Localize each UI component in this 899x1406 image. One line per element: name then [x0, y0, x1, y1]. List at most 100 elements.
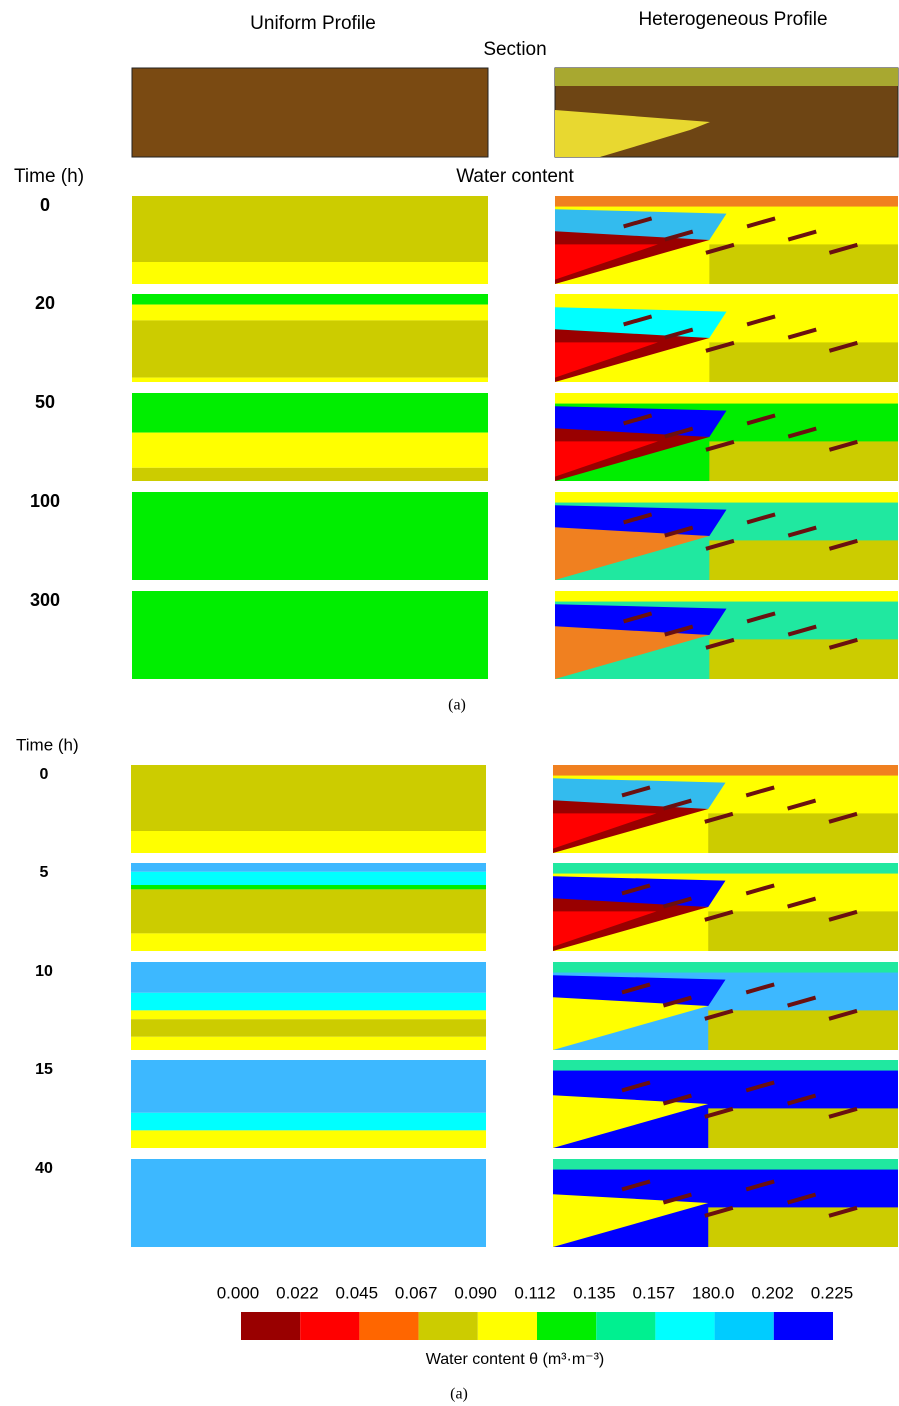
band — [131, 1036, 486, 1050]
lens — [828, 1106, 858, 1119]
band — [131, 933, 486, 951]
time-value: 5 — [40, 864, 49, 881]
lens — [662, 798, 692, 811]
section-heterogeneous — [554, 67, 899, 158]
band — [131, 1112, 486, 1131]
band — [132, 591, 488, 679]
time-value: 50 — [35, 392, 55, 412]
lens — [787, 624, 817, 637]
lens — [705, 242, 735, 255]
band — [132, 262, 488, 284]
lens — [787, 525, 817, 538]
band — [131, 1010, 486, 1020]
band — [555, 342, 658, 378]
band — [131, 831, 486, 853]
lens — [621, 785, 651, 798]
band — [709, 639, 898, 679]
colorbar-swatch — [300, 1312, 360, 1340]
lens — [828, 1205, 858, 1218]
time-value: 40 — [35, 1160, 53, 1177]
time-label: Time (h) — [14, 166, 84, 187]
band — [553, 1060, 898, 1071]
lens — [828, 909, 858, 922]
colorbar-tick: 180.0 — [692, 1283, 735, 1302]
uniform-panel — [132, 393, 488, 481]
time-value: 0 — [40, 195, 50, 215]
band — [131, 871, 486, 885]
heterogeneous-panel — [553, 1060, 898, 1148]
header: Uniform Profile — [250, 13, 376, 34]
lens — [662, 896, 692, 909]
header: Section — [483, 39, 546, 60]
lens — [787, 229, 817, 242]
lens — [745, 883, 775, 896]
lens — [828, 242, 858, 255]
heterogeneous-panel — [555, 591, 898, 679]
band — [131, 765, 486, 831]
lens — [705, 439, 735, 452]
lens — [746, 413, 776, 426]
lens — [828, 637, 858, 650]
band — [709, 342, 898, 382]
uniform-panel — [131, 1060, 486, 1148]
band — [553, 1095, 709, 1148]
lens — [704, 811, 734, 824]
band — [553, 1159, 898, 1170]
lens — [705, 637, 735, 650]
lens — [705, 340, 735, 353]
uniform-panel — [132, 591, 488, 679]
band — [132, 432, 488, 468]
band — [555, 540, 658, 576]
heterogeneous-panel — [553, 962, 898, 1050]
band — [131, 1159, 486, 1247]
band — [132, 377, 488, 382]
lens — [828, 811, 858, 824]
band — [131, 1130, 486, 1148]
lens — [623, 216, 653, 229]
lens — [746, 314, 776, 327]
band — [553, 1108, 657, 1144]
band — [132, 320, 488, 378]
band — [132, 492, 488, 580]
uniform-panel — [131, 1159, 486, 1247]
band — [708, 1010, 898, 1050]
lens — [621, 1080, 651, 1093]
lens — [704, 1205, 734, 1218]
band — [132, 196, 488, 262]
colorbar-swatch — [241, 1312, 301, 1340]
lens — [623, 512, 653, 525]
band — [131, 992, 486, 1011]
lens — [662, 1093, 692, 1106]
colorbar-tick: 0.000 — [217, 1283, 260, 1302]
heterogeneous-panel — [553, 765, 898, 853]
colorbar-swatch — [537, 1312, 597, 1340]
time-value: 20 — [35, 293, 55, 313]
lens — [621, 1179, 651, 1192]
band — [132, 294, 488, 305]
colorbar-label: Water content θ (m³·m⁻³) — [426, 1351, 605, 1368]
heterogeneous-panel — [553, 1159, 898, 1247]
band — [708, 911, 898, 951]
band — [555, 441, 658, 477]
time-label: Time (h) — [16, 735, 79, 754]
lens — [787, 426, 817, 439]
lens — [621, 883, 651, 896]
uniform-panel — [132, 196, 488, 284]
band — [555, 492, 898, 503]
uniform-panel — [131, 765, 486, 853]
header: Heterogeneous Profile — [638, 9, 827, 30]
lens — [787, 1093, 817, 1106]
colorbar-swatch — [773, 1312, 833, 1340]
lens — [704, 1008, 734, 1021]
lens — [787, 896, 817, 909]
band — [555, 591, 898, 602]
colorbar-tick: 0.090 — [454, 1283, 497, 1302]
colorbar-tick: 0.112 — [514, 1283, 555, 1302]
lens — [745, 1080, 775, 1093]
colorbar-swatch — [655, 1312, 715, 1340]
lens — [828, 340, 858, 353]
colorbar-tick: 0.202 — [751, 1283, 794, 1302]
heterogeneous-panel — [555, 294, 898, 382]
band — [555, 196, 898, 207]
